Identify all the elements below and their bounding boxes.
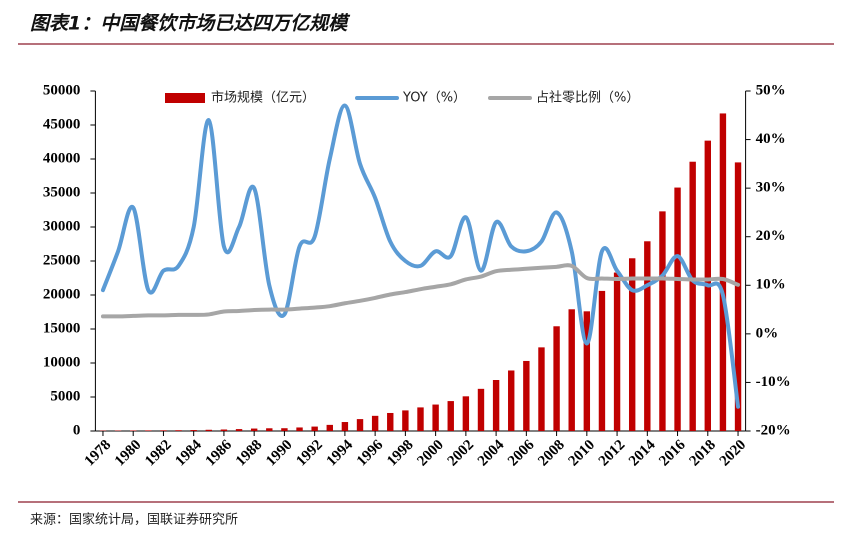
y-tick-label: 25000 — [43, 252, 81, 268]
y-tick-label: 20000 — [43, 286, 81, 302]
bar — [296, 427, 303, 431]
bar — [628, 258, 636, 431]
x-tick-label: 2008 — [535, 437, 568, 470]
bar — [432, 404, 439, 431]
line-series — [100, 103, 741, 409]
bar — [160, 430, 167, 431]
y2-tick-label: -20% — [756, 422, 791, 438]
legend-label: 占社零比例（%） — [536, 90, 639, 106]
bar — [356, 419, 364, 431]
x-tick-label: 1978 — [82, 437, 115, 470]
y2-tick-label: 30% — [756, 180, 786, 196]
bar — [145, 430, 152, 431]
x-tick-label: 2012 — [596, 437, 629, 470]
bar — [371, 415, 379, 431]
bar — [734, 162, 742, 431]
x-tick-label: 1994 — [324, 437, 357, 470]
bar — [205, 429, 213, 431]
bar — [462, 396, 470, 431]
bar — [190, 430, 197, 431]
bar — [674, 187, 681, 431]
x-tick-label: 2006 — [505, 437, 538, 470]
x-tick-label: 1982 — [142, 437, 175, 470]
bar — [387, 412, 394, 431]
y-tick-label: 5000 — [50, 388, 80, 404]
y2-tick-label: 10% — [756, 277, 786, 293]
bar — [175, 430, 182, 431]
y-tick-label: 15000 — [43, 320, 81, 336]
bar — [508, 370, 515, 431]
x-tick-label: 2016 — [656, 437, 689, 470]
bar — [553, 326, 560, 431]
legend-swatch — [165, 93, 205, 103]
bar — [130, 430, 137, 431]
x-tick-label: 1990 — [263, 437, 296, 470]
source-note: 来源：国家统计局，国联证券研究所 — [30, 512, 238, 528]
bar — [326, 424, 333, 431]
x-tick-label: 2004 — [475, 437, 508, 470]
bar — [266, 428, 273, 431]
y-tick-label: 35000 — [43, 184, 81, 200]
y-tick-label: 40000 — [43, 150, 81, 166]
x-tick-label: 2002 — [445, 437, 478, 470]
bar — [583, 311, 591, 431]
x-tick-label: 2014 — [626, 437, 659, 470]
bar — [477, 388, 485, 431]
x-tick-label: 2018 — [687, 437, 720, 470]
x-tick-label: 1988 — [233, 437, 266, 470]
chart-title: 图表1：中国餐饮市场已达四万亿规模 — [30, 13, 351, 35]
y2-tick-label: 0% — [756, 325, 779, 341]
y-tick-label: 45000 — [43, 116, 81, 132]
bar — [598, 290, 606, 431]
bar — [250, 428, 258, 431]
bar — [492, 380, 500, 431]
bar — [402, 410, 409, 431]
y2-tick-label: 40% — [756, 131, 786, 147]
legend-label: YOY（%） — [402, 91, 466, 106]
bar — [644, 241, 651, 431]
x-tick-label: 2000 — [414, 437, 447, 470]
y2-tick-label: -10% — [756, 374, 791, 390]
x-tick-label: 1984 — [172, 437, 205, 470]
y-tick-label: 30000 — [43, 218, 81, 234]
x-tick-label: 1986 — [203, 437, 236, 470]
legend-label: 市场规模（亿元） — [211, 90, 315, 106]
x-tick-label: 1992 — [293, 437, 326, 470]
y-tick-label: 50000 — [43, 82, 81, 98]
bar — [523, 360, 530, 431]
bar — [235, 429, 243, 431]
y-tick-label: 10000 — [43, 354, 81, 370]
bar — [689, 161, 696, 431]
x-tick-label: 1996 — [354, 437, 387, 470]
bar — [719, 113, 727, 431]
bar — [568, 309, 575, 431]
y-tick-label: 0 — [73, 422, 81, 438]
bar — [311, 426, 318, 431]
x-tick-label: 1980 — [112, 437, 145, 470]
x-tick-label: 2010 — [566, 437, 599, 470]
bar — [417, 407, 424, 431]
y2-tick-label: 20% — [756, 228, 786, 244]
y2-tick-label: 50% — [756, 82, 786, 98]
bar — [447, 401, 454, 431]
line-series — [100, 263, 741, 319]
x-tick-label: 2020 — [717, 437, 750, 470]
bar — [659, 211, 666, 431]
bar — [220, 429, 228, 431]
bar — [538, 347, 545, 431]
bar — [613, 272, 621, 431]
x-tick-label: 1998 — [384, 437, 417, 470]
bar — [341, 422, 349, 431]
bar — [281, 428, 288, 431]
